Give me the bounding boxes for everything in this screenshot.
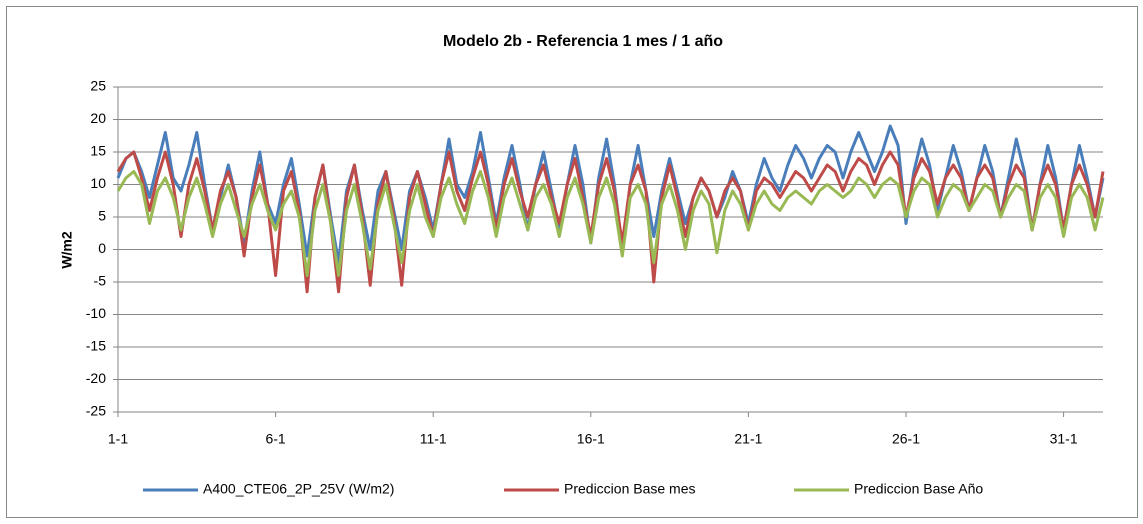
y-tick-label: 10 [90, 175, 106, 191]
y-axis-label: W/m2 [59, 231, 75, 269]
x-tick-label: 16-1 [577, 431, 605, 447]
legend-label: Prediccion Base mes [564, 481, 696, 497]
y-tick-label: 20 [90, 110, 106, 126]
chart-title: Modelo 2b - Referencia 1 mes / 1 año [443, 33, 723, 50]
x-tick-label: 21-1 [734, 431, 762, 447]
chart-frame [6, 6, 1138, 518]
y-tick-label: 5 [98, 208, 106, 224]
y-tick-label: -5 [94, 273, 107, 289]
series-line [116, 170, 1105, 277]
legend-label: A400_CTE06_2P_25V (W/m2) [203, 481, 394, 497]
x-tick-label: 6-1 [265, 431, 285, 447]
x-tick-label: 1-1 [108, 431, 128, 447]
legend-label: Prediccion Base Año [854, 481, 983, 497]
y-tick-label: -25 [86, 403, 106, 419]
y-tick-label: -20 [86, 370, 106, 386]
x-tick-label: 26-1 [892, 431, 920, 447]
y-tick-label: -15 [86, 338, 106, 354]
x-tick-label: 11-1 [420, 431, 447, 447]
y-tick-label: 15 [90, 143, 106, 159]
x-tick-label: 31-1 [1050, 431, 1078, 447]
y-tick-label: 0 [98, 240, 106, 256]
y-tick-label: 25 [90, 78, 106, 94]
y-tick-label: -10 [86, 305, 106, 321]
